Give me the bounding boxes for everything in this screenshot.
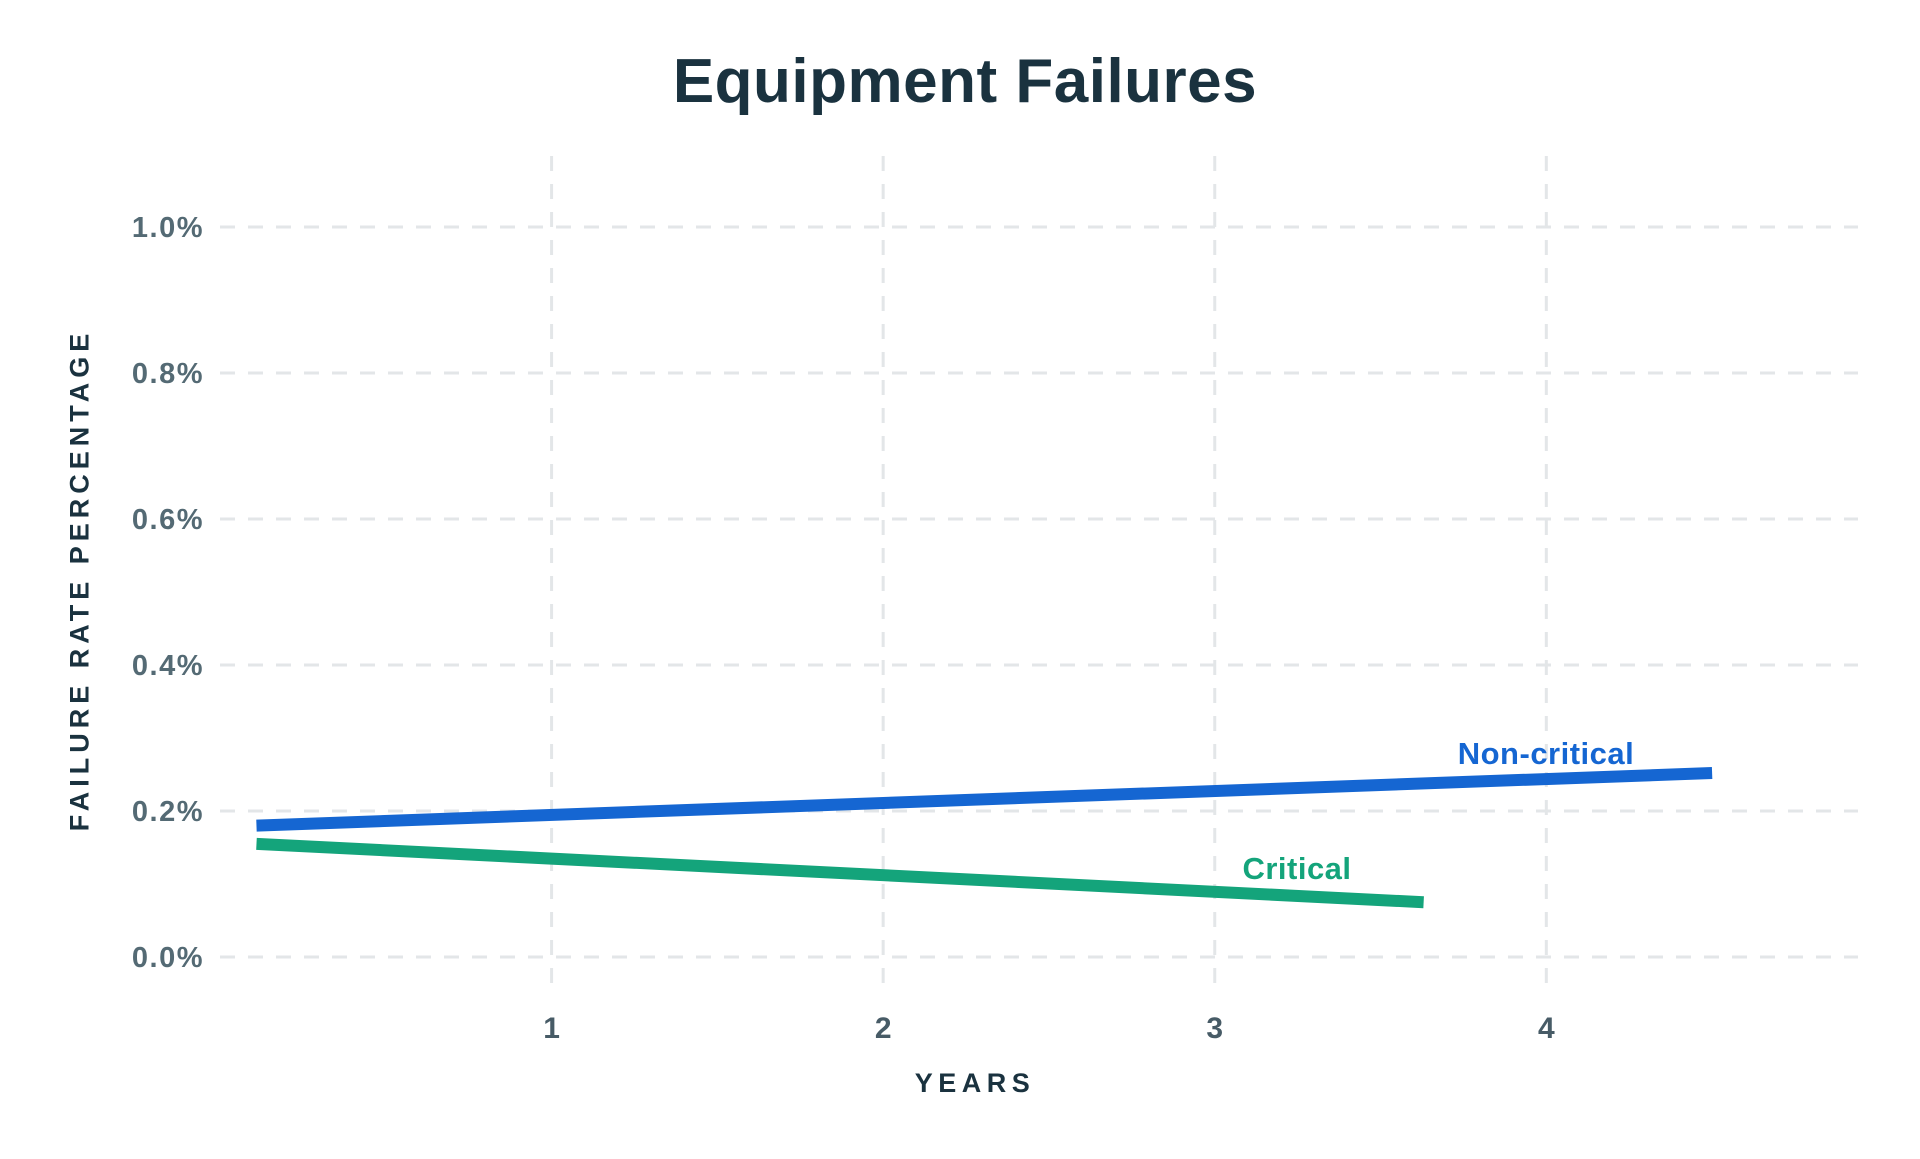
x-tick-label: 4 (1538, 1012, 1555, 1045)
x-tick-label: 2 (875, 1012, 892, 1045)
series-label-critical: Critical (1242, 851, 1351, 886)
series-line-critical (256, 837, 1424, 909)
y-tick-label: 0.2% (132, 796, 204, 828)
series-line-non-critical (256, 767, 1713, 832)
x-axis-title: YEARS (914, 1068, 1036, 1098)
x-tick-label: 3 (1206, 1012, 1223, 1045)
x-tick-label: 1 (543, 1012, 560, 1045)
series-label-non-critical: Non-critical (1458, 736, 1635, 771)
chart-title: Equipment Failures (672, 47, 1258, 116)
y-tick-label: 0.0% (132, 942, 204, 974)
y-tick-label: 0.4% (132, 650, 204, 682)
y-tick-label: 0.8% (132, 358, 204, 390)
y-tick-label: 1.0% (132, 212, 204, 244)
y-tick-label: 0.6% (132, 504, 204, 536)
